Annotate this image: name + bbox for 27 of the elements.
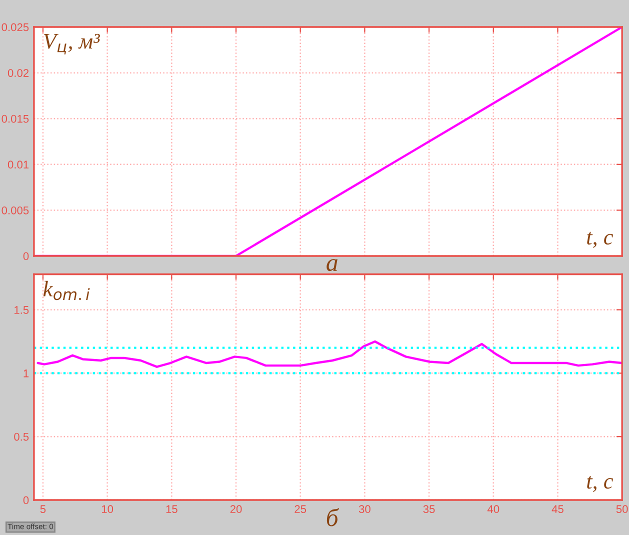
text: а <box>326 259 338 272</box>
y-tick-label: 0.5 <box>14 432 29 441</box>
y-tick-label: 0.005 <box>2 206 29 214</box>
x-tick-label: 40 <box>487 505 500 514</box>
x-tick-label: 10 <box>102 505 114 514</box>
x-tick-label: 5 <box>40 505 46 514</box>
x-tick-label: 35 <box>423 505 435 514</box>
x-tick-label: 20 <box>230 505 242 514</box>
y-tick-label: 1 <box>24 370 29 378</box>
x-tick-label: 15 <box>166 505 178 514</box>
y-tick-label: 0.015 <box>2 114 29 123</box>
y-tick-label: 0.02 <box>8 69 29 77</box>
y-axis-title: V$_{ц}$, м³ <box>44 34 100 54</box>
x-tick-label: 25 <box>294 505 306 514</box>
y-tick-label: 0.01 <box>8 160 29 169</box>
y-tick-label: 0.025 <box>2 23 29 32</box>
x-axis-title: t, c <box>587 232 614 248</box>
x-axis-title: t, c <box>587 476 614 492</box>
x-tick-label: 30 <box>358 505 370 514</box>
y-tick-label: 1.5 <box>14 306 29 314</box>
y-axis-title: k$_{om.i}$ <box>43 280 90 300</box>
x-tick-label: 50 <box>616 505 628 514</box>
y-tick-label: 0 <box>23 496 29 504</box>
y-tick-label: 0 <box>23 252 29 260</box>
text: б <box>326 508 340 526</box>
line-series <box>36 340 622 368</box>
x-tick-label: 45 <box>552 505 564 514</box>
